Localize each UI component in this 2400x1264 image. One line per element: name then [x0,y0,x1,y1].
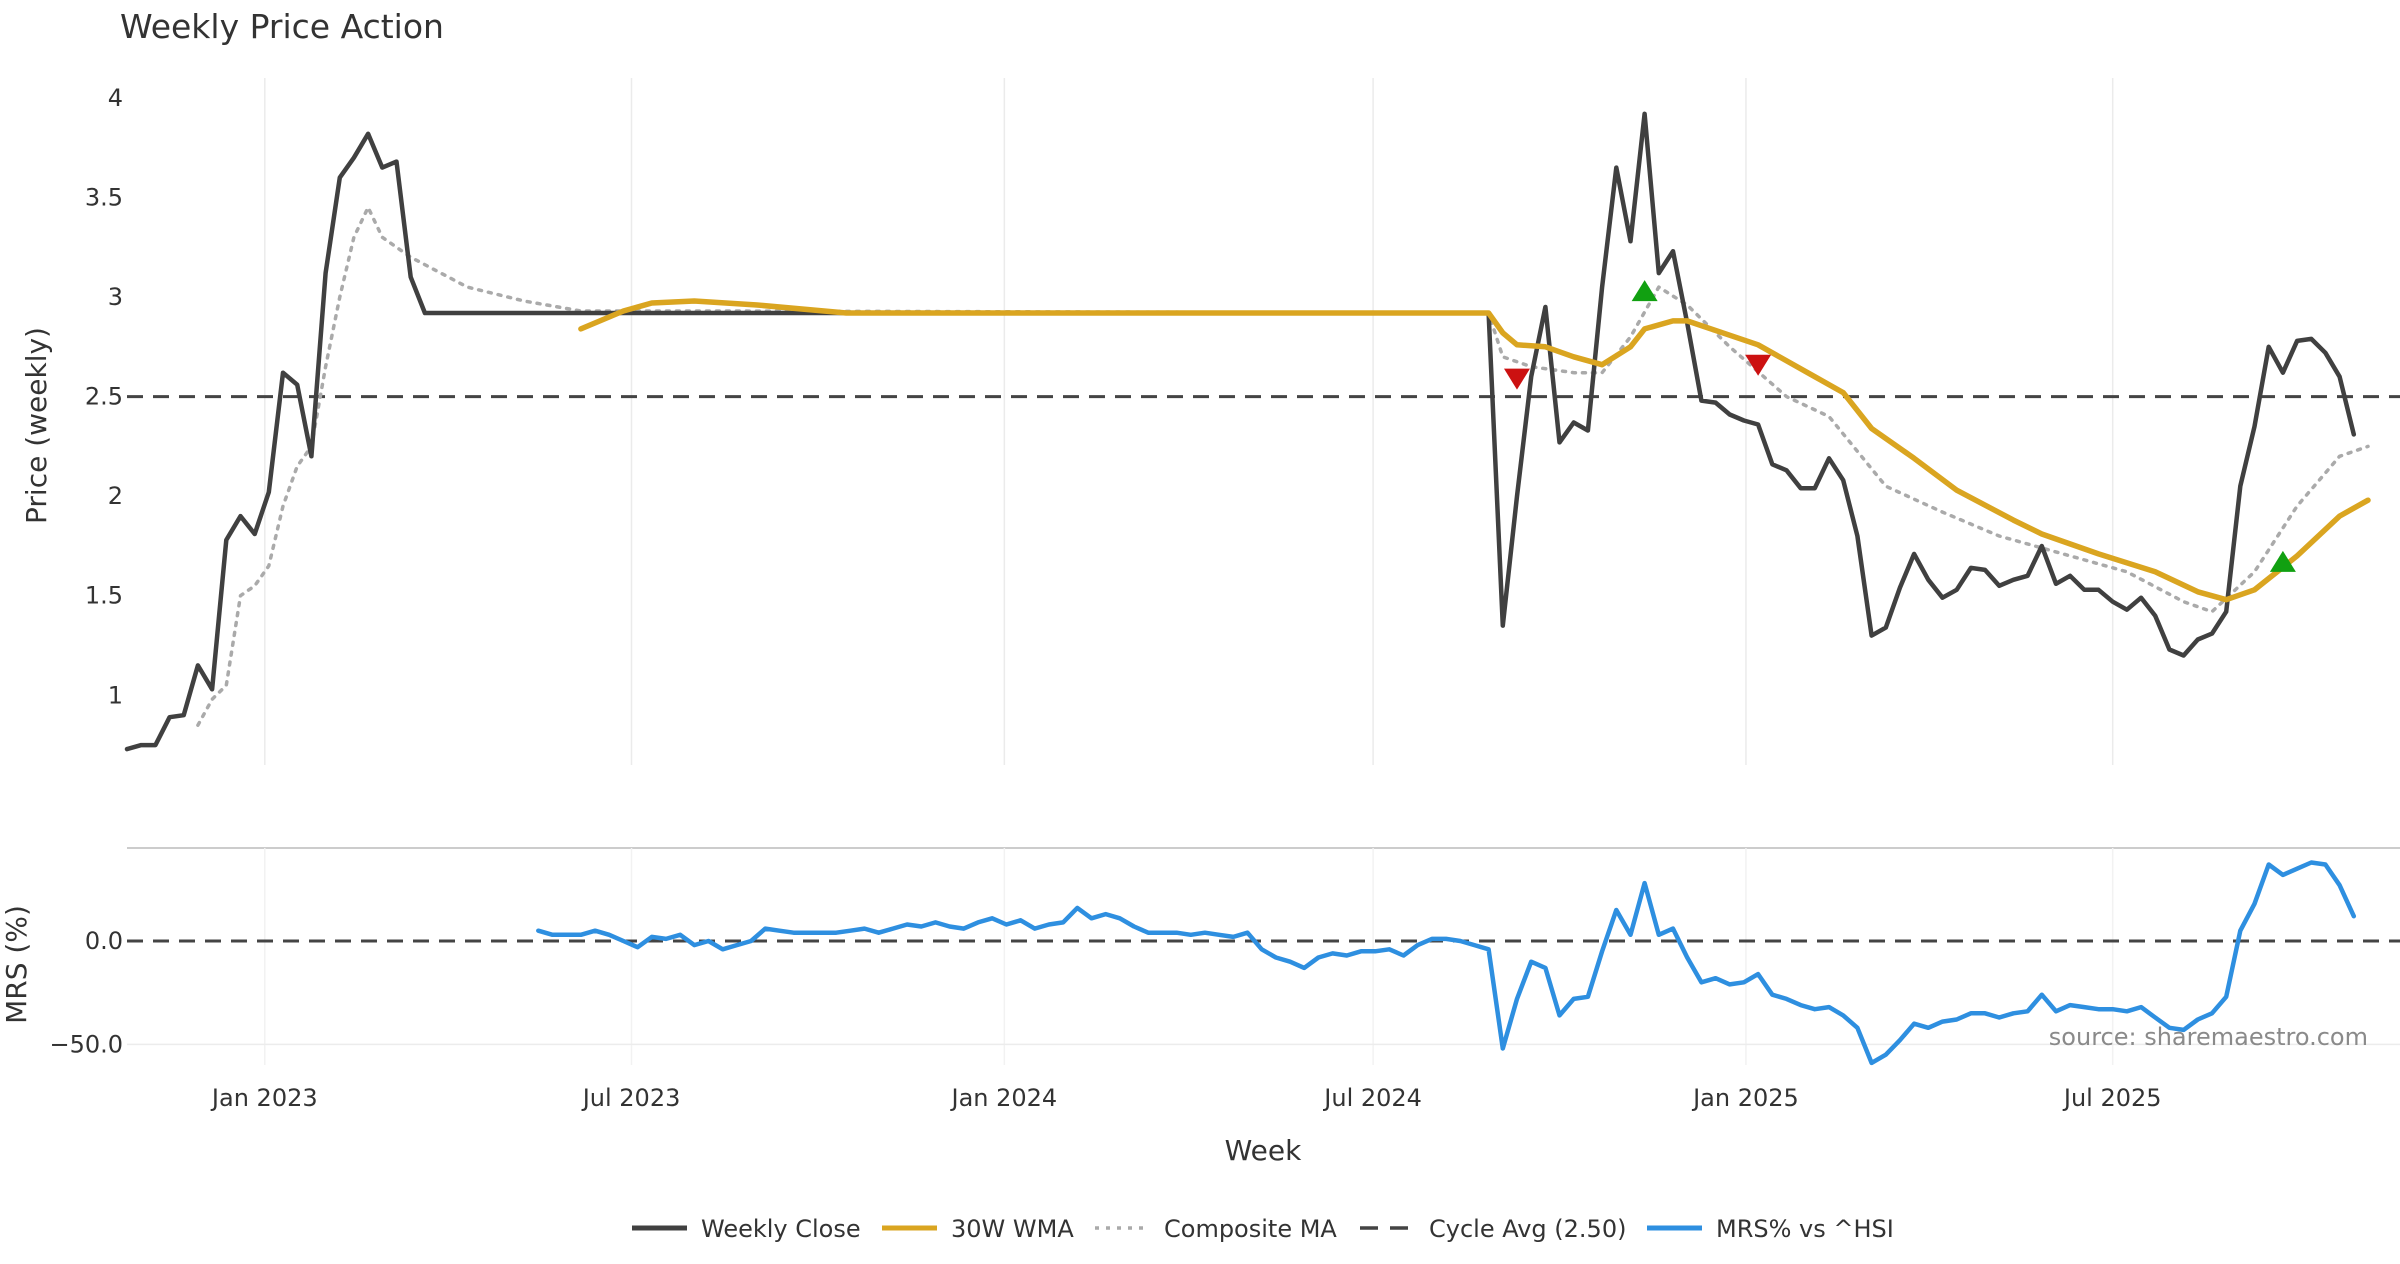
buy-signal-marker [2269,550,2296,572]
legend-item: Weekly Close [632,1215,861,1243]
legend-label: MRS% vs ^HSI [1716,1215,1894,1243]
legend-label: 30W WMA [951,1215,1074,1243]
x-tick-label: Jan 2024 [950,1084,1058,1112]
x-tick-label: Jul 2025 [2062,1084,2162,1112]
legend-label: Cycle Avg (2.50) [1429,1215,1626,1243]
legend-item: Cycle Avg (2.50) [1360,1215,1626,1243]
price-y-tick-label: 2.5 [85,383,123,411]
series-line-composite-ma [196,205,2370,727]
price-panel: 1 1.5 2 2.5 3 3.5 4 Price (weekly) [20,78,2400,765]
legend-item: 30W WMA [882,1215,1074,1243]
series-line-mrs [536,860,2357,1066]
series-line-30w-wma [578,298,2371,603]
legend-label: Composite MA [1164,1215,1337,1243]
x-axis: Jan 2023 Jul 2023 Jan 2024 Jul 2024 Jan 2025… [210,1084,2162,1112]
legend-item: Composite MA [1095,1215,1337,1243]
price-y-tick-label: 1 [108,681,123,709]
series-line-weekly-close [124,111,2357,752]
mrs-panel: 0.0 −50.0 MRS (%) [0,847,2400,1066]
x-tick-label: Jul 2023 [581,1084,681,1112]
source-label: source: sharemaestro.com [2049,1023,2368,1051]
legend: Weekly Close 30W WMA Composite MA Cycle Avg… [632,1215,1894,1243]
price-y-axis-title: Price (weekly) [20,327,53,524]
mrs-y-axis-title: MRS (%) [0,905,33,1024]
mrs-y-tick-label: 0.0 [85,927,123,955]
chart-title: Weekly Price Action [120,7,444,46]
price-y-tick-label: 1.5 [85,582,123,610]
x-axis-title: Week [1225,1134,1302,1167]
legend-item: MRS% vs ^HSI [1647,1215,1894,1243]
price-y-tick-label: 3 [108,283,123,311]
legend-label: Weekly Close [701,1215,861,1243]
x-tick-label: Jul 2024 [1322,1084,1422,1112]
price-y-tick-label: 3.5 [85,183,123,211]
price-y-tick-label: 2 [108,482,123,510]
sell-signal-marker [1503,368,1530,390]
price-y-tick-label: 4 [108,84,123,112]
mrs-y-tick-label: −50.0 [49,1030,123,1058]
x-tick-label: Jan 2023 [210,1084,318,1112]
buy-signal-marker [1631,280,1658,302]
sell-signal-marker [1745,354,1772,376]
x-tick-label: Jan 2025 [1691,1084,1799,1112]
